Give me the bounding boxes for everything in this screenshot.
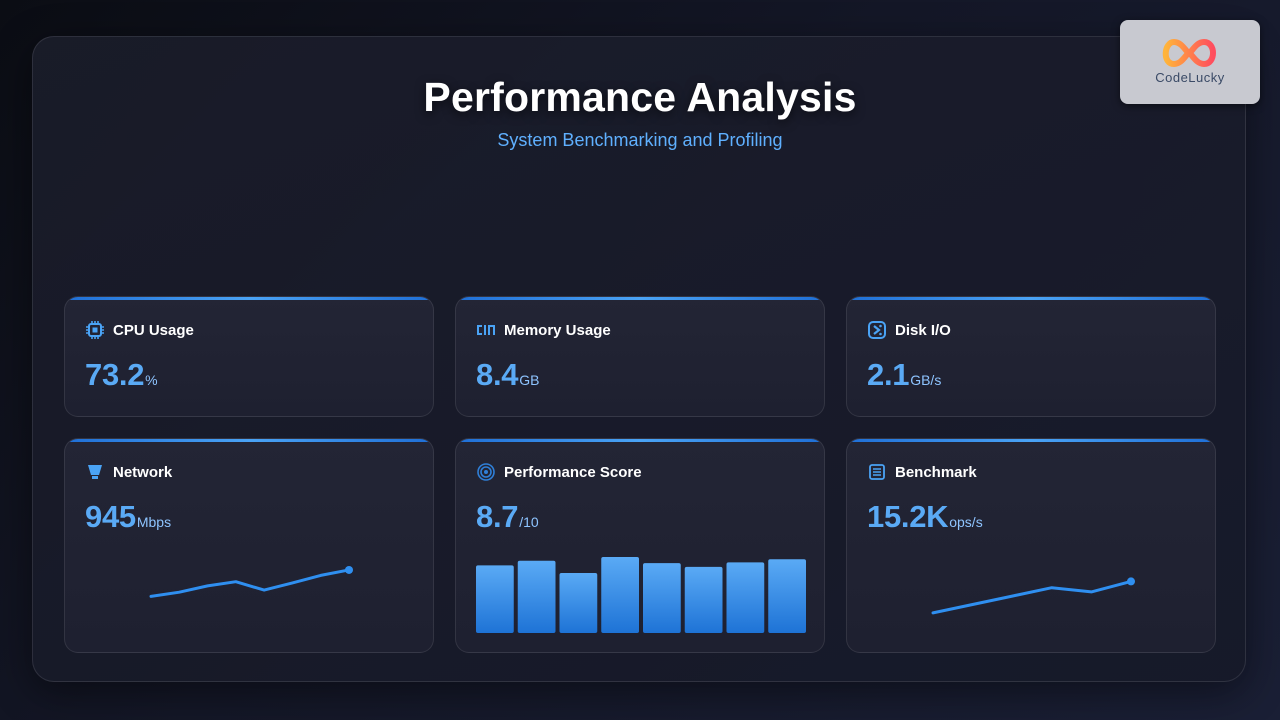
cpu-unit: % (145, 372, 158, 388)
score-unit: /10 (519, 514, 539, 530)
network-trend-chart (149, 565, 353, 598)
card-label: Memory Usage (504, 321, 611, 339)
logo-text: CodeLucky (1155, 70, 1225, 85)
memory-usage-card[interactable]: Memory Usage 8.4 GB (455, 296, 825, 417)
card-label: Performance Score (504, 463, 642, 481)
infinity-logo-icon (1162, 39, 1216, 67)
benchmark-card[interactable]: Benchmark 15.2K ops/s (846, 438, 1216, 653)
score-bar (601, 557, 639, 633)
network-value: 945 (85, 499, 136, 534)
codelucky-logo: CodeLucky (1120, 20, 1260, 104)
card-label: Network (113, 463, 173, 481)
performance-score-card[interactable]: Performance Score 8.7 /10 (455, 438, 825, 653)
score-bar (476, 565, 514, 633)
benchmark-trend-chart (931, 577, 1135, 615)
score-bar-chart (476, 557, 806, 633)
network-trend-endpoint (345, 565, 353, 574)
cpu-value: 73.2 (85, 357, 145, 392)
cpu-usage-card[interactable]: CPU Usage 73.2 % (64, 296, 434, 417)
disk-value: 2.1 (867, 357, 910, 392)
memory-unit: GB (519, 372, 540, 388)
benchmark-trend-line (931, 579, 1133, 615)
disk-icon (867, 320, 887, 340)
disk-io-card[interactable]: Disk I/O 2.1 GB/s (846, 296, 1216, 417)
score-bar (559, 572, 598, 633)
network-unit: Mbps (136, 514, 172, 530)
benchmark-list-icon (867, 462, 887, 482)
cpu-chip-icon (85, 320, 105, 340)
network-card[interactable]: Network 945 Mbps (64, 438, 434, 653)
benchmark-trend-endpoint (1127, 577, 1135, 586)
disk-unit: GB/s (910, 372, 942, 388)
memory-value: 8.4 (476, 357, 519, 392)
page-subtitle: System Benchmarking and Profiling (497, 130, 783, 150)
score-bar (684, 566, 723, 633)
score-bar (768, 559, 806, 633)
network-trend-line (149, 568, 351, 598)
card-label: Benchmark (895, 463, 977, 481)
score-value: 8.7 (476, 499, 519, 534)
benchmark-value: 15.2K (867, 499, 949, 534)
card-label: Disk I/O (895, 321, 951, 339)
network-icon (85, 462, 105, 482)
target-icon (476, 462, 496, 482)
benchmark-unit: ops/s (949, 514, 983, 530)
score-bar (726, 562, 765, 633)
memory-icon (476, 320, 496, 340)
score-bar (517, 560, 556, 633)
score-bar (643, 563, 681, 633)
card-label: CPU Usage (113, 321, 194, 339)
page-title: Performance Analysis (423, 74, 857, 120)
